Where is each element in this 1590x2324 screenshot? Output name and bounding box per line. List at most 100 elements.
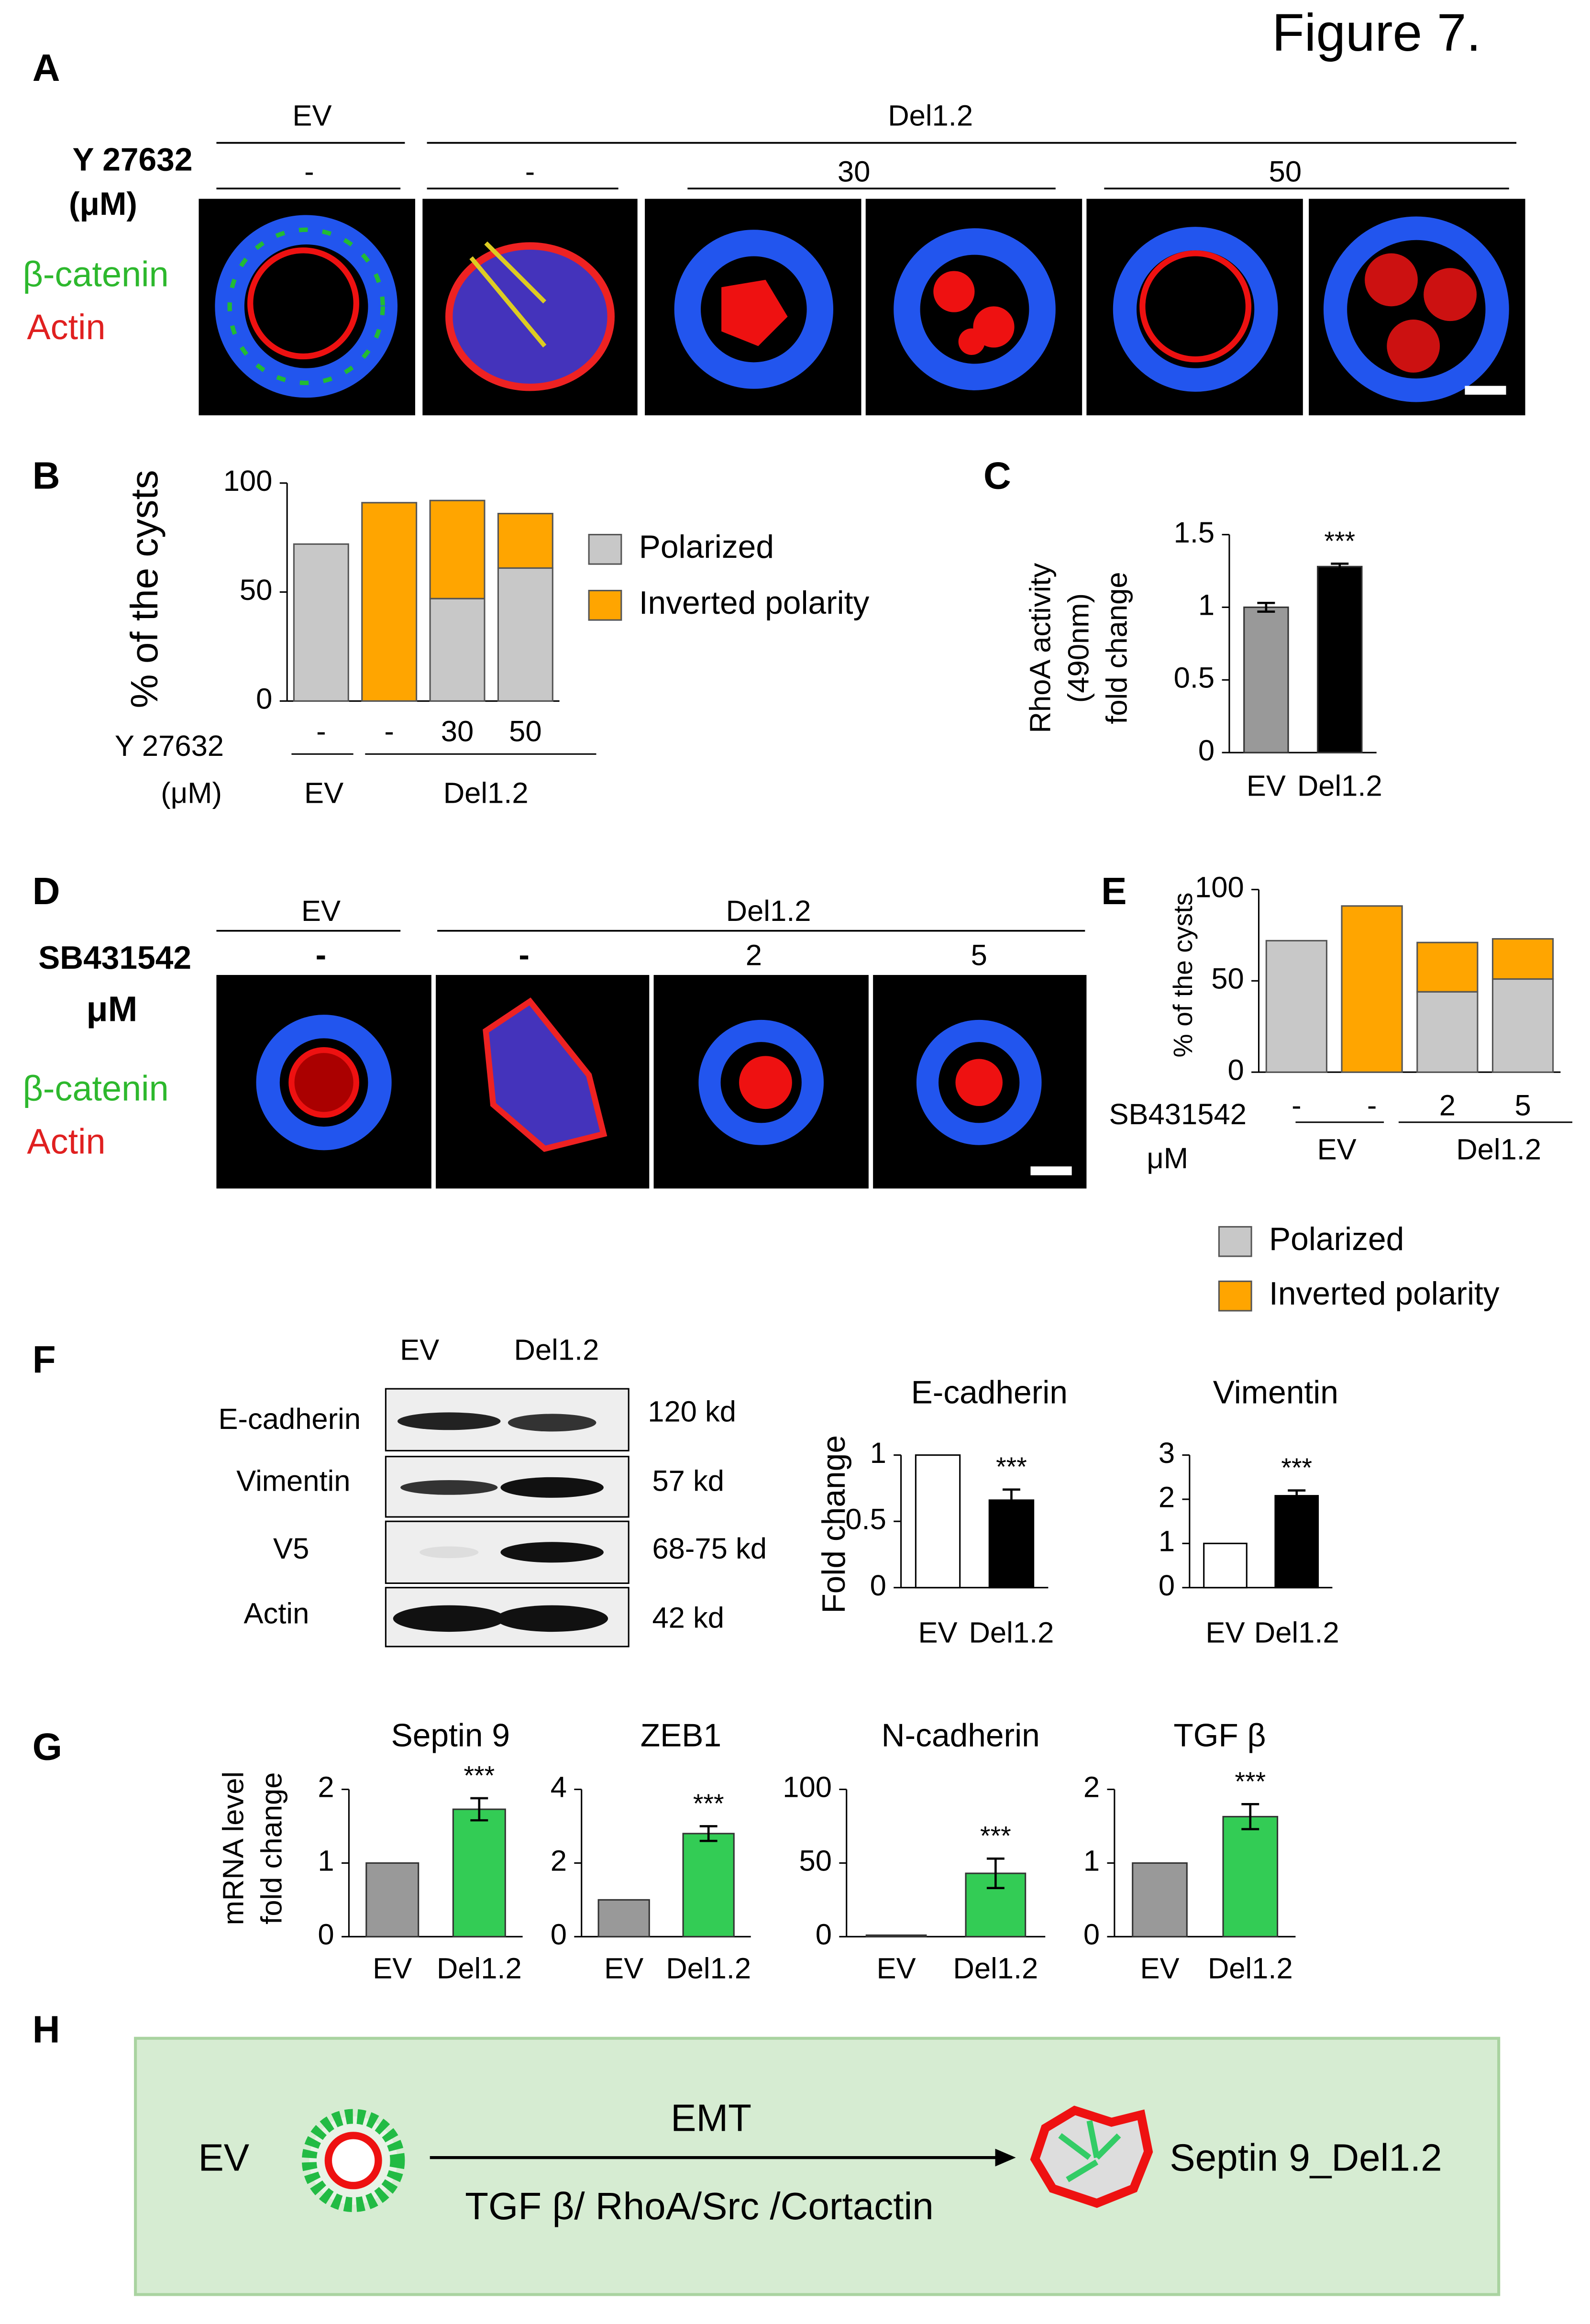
bar-segment <box>429 499 486 599</box>
annotation: *** <box>1324 526 1355 556</box>
annotation: *** <box>1235 1767 1266 1796</box>
annotation: *** <box>1281 1453 1312 1483</box>
y-tick-label: 3 <box>1159 1437 1175 1470</box>
bar-segment <box>1265 940 1328 1073</box>
x-tick-label: Del1.2 <box>953 1952 1038 1985</box>
protein-label: Actin <box>244 1597 309 1630</box>
dose-label: 30 <box>838 155 870 188</box>
y-tick-label: 2 <box>1083 1771 1100 1804</box>
dose-label: - <box>525 155 535 188</box>
x-tick-label: 50 <box>509 715 541 748</box>
y-tick-label: 0.5 <box>1174 662 1215 695</box>
x-tick-label: 5 <box>1514 1089 1531 1122</box>
chart-title: E-cadherin <box>911 1374 1068 1410</box>
group-label: EV <box>292 100 331 133</box>
micrographs <box>216 975 1087 1189</box>
panel-letter: E <box>1101 870 1126 912</box>
error-bar <box>470 1797 488 1822</box>
schematic-label: EMT <box>671 2096 751 2139</box>
schematic: EV EMT TGF β/ RhoA/Src /Cortactin Septin… <box>134 2036 1501 2296</box>
x-tick-label: Del1.2 <box>1297 769 1382 802</box>
bar <box>1317 565 1363 753</box>
lane-label: Del1.2 <box>514 1333 599 1366</box>
legend-swatch <box>1218 1280 1252 1312</box>
bar <box>682 1833 735 1937</box>
bar-segment <box>293 543 349 702</box>
bar <box>1222 1815 1279 1937</box>
group-label: EV <box>301 895 341 928</box>
y-axis-label: fold change <box>1100 572 1133 724</box>
error-bar <box>1257 601 1275 613</box>
x-tick-label: Del1.2 <box>1254 1616 1339 1649</box>
y-tick-label: 1 <box>1083 1845 1100 1878</box>
x-tick-label: - <box>384 715 394 748</box>
dose-label: 2 <box>746 939 762 972</box>
y-tick-label: 100 <box>783 1771 832 1804</box>
bar <box>1132 1862 1188 1937</box>
western-blot: EV Del1.2 E-cadherin Vimentin V5 Actin 1… <box>218 1333 767 1648</box>
y-tick-label: 50 <box>240 574 272 607</box>
x-tick-label: EV <box>1140 1952 1179 1985</box>
treatment-unit: (μM) <box>69 186 137 222</box>
panel-letter: G <box>33 1725 62 1768</box>
error-bar <box>1002 1488 1020 1512</box>
y-tick-label: 0 <box>318 1918 334 1951</box>
treatment-unit: μM <box>87 989 138 1029</box>
group-label: Del1.2 <box>443 777 529 810</box>
legend-label: Polarized <box>1269 1221 1404 1257</box>
group-label: Del1.2 <box>1456 1133 1541 1166</box>
group-label: EV <box>1317 1133 1357 1166</box>
y-tick-label: 1.5 <box>1174 516 1215 549</box>
x-tick-label: EV <box>373 1952 412 1985</box>
dose-label: 50 <box>1269 155 1302 188</box>
panel-letter: B <box>33 454 60 497</box>
figure-title: Figure 7. <box>1272 3 1481 62</box>
schematic-label: TGF β/ RhoA/Src /Cortactin <box>465 2185 934 2227</box>
bar-segment <box>1416 941 1479 993</box>
y-tick-label: 0 <box>870 1569 886 1602</box>
size-label: 68-75 kd <box>652 1532 767 1565</box>
x-axis-label: μM <box>1147 1142 1188 1175</box>
panel-a: EV Del1.2 Y 27632 (μM) - - 30 50 β-caten… <box>22 100 1525 416</box>
protein-label: Vimentin <box>236 1464 350 1497</box>
bar <box>1203 1542 1248 1589</box>
bar-segment <box>1416 991 1479 1073</box>
x-tick-label: Del1.2 <box>969 1616 1054 1649</box>
group-label: EV <box>304 777 343 810</box>
x-axis-label: SB431542 <box>1109 1098 1246 1131</box>
chart-title: ZEB1 <box>640 1718 721 1754</box>
bar-segment <box>1341 905 1403 1073</box>
x-tick-label: - <box>316 715 326 748</box>
lane-label: EV <box>400 1333 439 1366</box>
x-tick-label: EV <box>918 1616 957 1649</box>
y-axis-label: RhoA activity <box>1024 563 1057 733</box>
size-label: 42 kd <box>652 1602 724 1635</box>
group-label: Del1.2 <box>888 100 973 133</box>
bar-segment <box>497 567 553 702</box>
dose-label: - <box>304 155 314 188</box>
y-tick-label: 0 <box>1198 734 1215 767</box>
y-tick-label: 1 <box>1198 589 1215 622</box>
micrographs <box>199 199 1525 416</box>
y-tick-label: 50 <box>1211 963 1244 996</box>
protein-label: V5 <box>273 1532 309 1565</box>
treatment-label: Y 27632 <box>73 142 193 178</box>
bar <box>1274 1495 1319 1589</box>
legend-label: Inverted polarity <box>1269 1276 1500 1312</box>
y-tick-label: 1 <box>318 1845 334 1878</box>
legend-swatch <box>588 589 622 621</box>
y-tick-label: 100 <box>1195 871 1244 904</box>
x-tick-label: - <box>1367 1089 1377 1122</box>
y-tick-label: 2 <box>1159 1481 1175 1514</box>
x-tick-label: 2 <box>1439 1089 1456 1122</box>
size-label: 57 kd <box>652 1464 724 1497</box>
bar <box>365 1862 420 1937</box>
bar-segment <box>1491 978 1554 1073</box>
bar-segment <box>497 513 553 569</box>
x-tick-label: Del1.2 <box>666 1952 751 1985</box>
panel-letter: A <box>33 46 60 89</box>
panel-letter: H <box>33 2008 60 2051</box>
error-bar <box>1241 1803 1259 1830</box>
x-axis-label: Y 27632 <box>115 730 224 763</box>
